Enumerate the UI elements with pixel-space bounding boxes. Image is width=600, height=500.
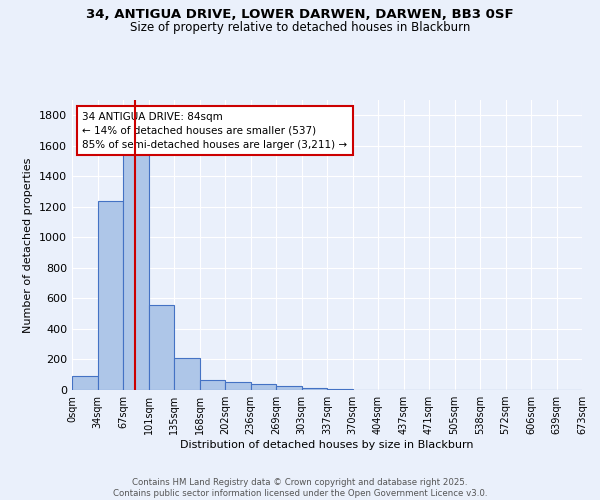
Bar — [123, 142, 149, 390]
Text: 34 ANTIGUA DRIVE: 84sqm
← 14% of detached houses are smaller (537)
85% of semi-d: 34 ANTIGUA DRIVE: 84sqm ← 14% of detache… — [82, 112, 347, 150]
Bar — [251, 384, 276, 390]
Bar — [199, 380, 225, 390]
Bar — [225, 382, 251, 390]
X-axis label: Distribution of detached houses by size in Blackburn: Distribution of detached houses by size … — [180, 440, 474, 450]
Bar — [149, 304, 174, 390]
Bar — [327, 389, 353, 390]
Bar — [72, 376, 97, 390]
Bar — [97, 200, 123, 390]
Y-axis label: Number of detached properties: Number of detached properties — [23, 158, 34, 332]
Bar — [174, 358, 199, 390]
Text: 34, ANTIGUA DRIVE, LOWER DARWEN, DARWEN, BB3 0SF: 34, ANTIGUA DRIVE, LOWER DARWEN, DARWEN,… — [86, 8, 514, 20]
Text: Contains HM Land Registry data © Crown copyright and database right 2025.
Contai: Contains HM Land Registry data © Crown c… — [113, 478, 487, 498]
Bar — [276, 386, 302, 390]
Bar — [302, 388, 327, 390]
Text: Size of property relative to detached houses in Blackburn: Size of property relative to detached ho… — [130, 21, 470, 34]
